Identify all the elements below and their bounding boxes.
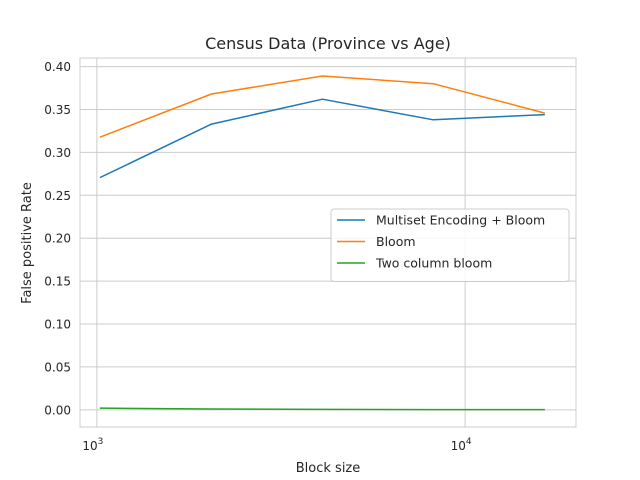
y-tick-label: 0.30 bbox=[44, 146, 71, 160]
series-line-3 bbox=[99, 407, 545, 411]
x-tick-label: 103 bbox=[82, 437, 103, 453]
y-tick-label: 0.35 bbox=[44, 103, 71, 117]
grid bbox=[80, 58, 576, 427]
x-tick-base: 10 bbox=[451, 439, 466, 453]
y-tick-label: 0.10 bbox=[44, 318, 71, 332]
x-tick-label: 104 bbox=[451, 437, 472, 453]
y-tick-label: 0.25 bbox=[44, 189, 71, 203]
y-tick-label: 0.40 bbox=[44, 60, 71, 74]
series-line-1 bbox=[99, 98, 545, 179]
y-tick-label: 0.05 bbox=[44, 360, 71, 374]
plot-frame bbox=[79, 57, 577, 428]
legend-label: Bloom bbox=[376, 234, 416, 249]
y-tick-labels: 0.00 0.05 0.10 0.15 0.20 0.25 0.30 0.35 0.40 bbox=[44, 60, 71, 417]
y-axis-label: False positive Rate bbox=[20, 182, 35, 304]
series-line-2 bbox=[99, 75, 546, 138]
legend: Multiset Encoding + Bloom Bloom Two column… bbox=[330, 208, 570, 282]
x-tick-exponent: 3 bbox=[98, 437, 104, 447]
x-tick-base: 10 bbox=[82, 439, 97, 453]
x-tick-labels: 103 104 bbox=[82, 437, 472, 453]
legend-label: Multiset Encoding + Bloom bbox=[376, 213, 545, 228]
x-axis-label: Block size bbox=[296, 461, 361, 476]
y-tick-label: 0.20 bbox=[44, 232, 71, 246]
legend-box bbox=[330, 208, 570, 282]
y-tick-label: 0.15 bbox=[44, 275, 71, 289]
y-tick-label: 0.00 bbox=[44, 403, 71, 417]
chart-title: Census Data (Province vs Age) bbox=[205, 34, 451, 53]
x-tick-exponent: 4 bbox=[466, 437, 472, 447]
legend-label: Two column bloom bbox=[375, 256, 492, 271]
series-layer bbox=[99, 75, 546, 411]
